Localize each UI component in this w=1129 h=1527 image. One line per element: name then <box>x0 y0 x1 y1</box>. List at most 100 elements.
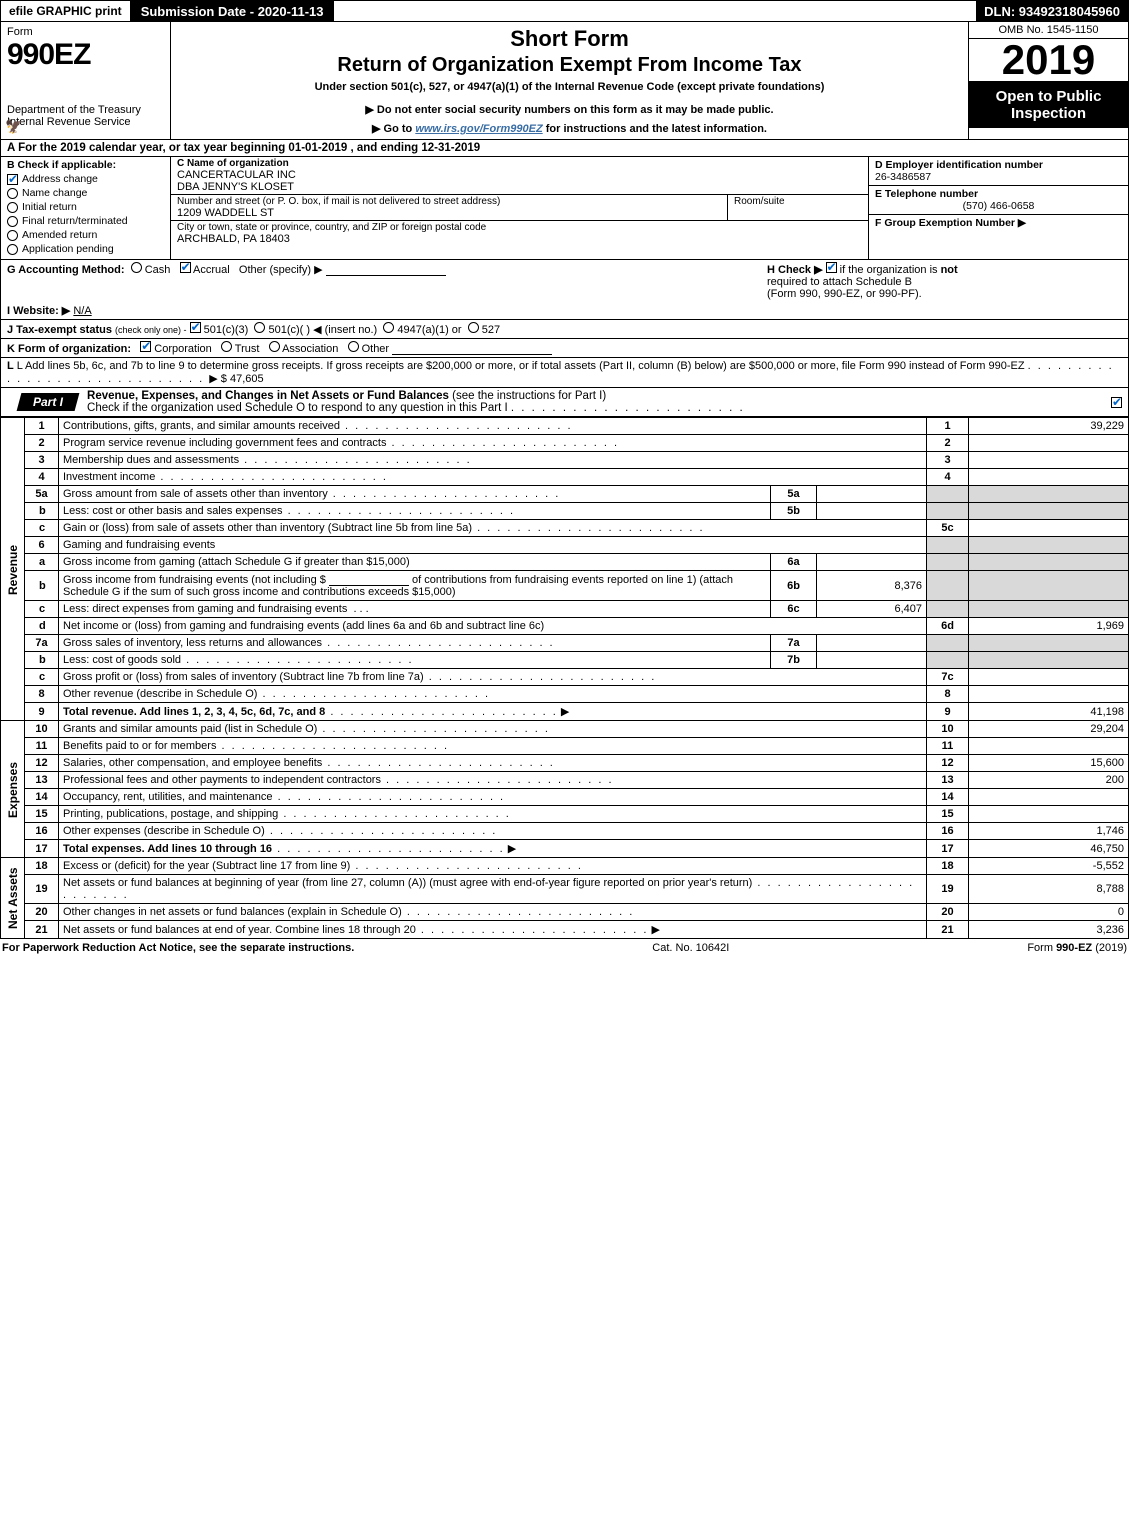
line-3: 3 Membership dues and assessments 3 <box>1 452 1129 469</box>
section-def: D Employer identification number 26-3486… <box>868 157 1128 259</box>
radio-icon[interactable] <box>7 202 18 213</box>
radio-4947[interactable] <box>383 322 394 333</box>
radio-trust[interactable] <box>221 341 232 352</box>
checkbox-accrual[interactable] <box>180 262 191 273</box>
line-14: 14Occupancy, rent, utilities, and mainte… <box>1 789 1129 806</box>
efile-print-button[interactable]: efile GRAPHIC print <box>1 1 131 21</box>
line-6c: c Less: direct expenses from gaming and … <box>1 601 1129 618</box>
section-k: K Form of organization: Corporation Trus… <box>0 339 1129 358</box>
radio-other-org[interactable] <box>348 341 359 352</box>
irs-link[interactable]: www.irs.gov/Form990EZ <box>415 123 542 135</box>
chk-initial-return[interactable]: Initial return <box>7 201 164 213</box>
line-8: 8 Other revenue (describe in Schedule O)… <box>1 686 1129 703</box>
form-number: 990EZ <box>7 38 164 72</box>
ssn-warning: ▶ Do not enter social security numbers o… <box>181 103 958 116</box>
radio-association[interactable] <box>269 341 280 352</box>
checkbox-501c3[interactable] <box>190 322 201 333</box>
part-i-table: Revenue 1 Contributions, gifts, grants, … <box>0 417 1129 939</box>
line-6b: b Gross income from fundraising events (… <box>1 571 1129 601</box>
radio-cash[interactable] <box>131 262 142 273</box>
amt-13: 200 <box>969 772 1129 789</box>
footer-left: For Paperwork Reduction Act Notice, see … <box>2 942 354 954</box>
line-7b: b Less: cost of goods sold 7b <box>1 652 1129 669</box>
line-15: 15Printing, publications, postage, and s… <box>1 806 1129 823</box>
checkbox-h[interactable] <box>826 262 837 273</box>
checkbox-corporation[interactable] <box>140 341 151 352</box>
chk-name-change[interactable]: Name change <box>7 187 164 199</box>
goto-pre: ▶ Go to <box>372 123 415 135</box>
radio-501c[interactable] <box>254 322 265 333</box>
radio-527[interactable] <box>468 322 479 333</box>
line-10: Expenses 10 Grants and similar amounts p… <box>1 721 1129 738</box>
section-h: H Check ▶ if the organization is not req… <box>767 262 1122 300</box>
city-label: City or town, state or province, country… <box>177 222 862 233</box>
amt-9: 41,198 <box>969 703 1129 721</box>
amt-17: 46,750 <box>969 840 1129 858</box>
i-label: I Website: ▶ <box>7 305 70 317</box>
entity-block: B Check if applicable: Address change Na… <box>0 157 1129 260</box>
line-4: 4 Investment income 4 <box>1 469 1129 486</box>
k-other-input[interactable] <box>392 342 552 355</box>
goto-line: ▶ Go to www.irs.gov/Form990EZ for instru… <box>181 122 958 135</box>
page-footer: For Paperwork Reduction Act Notice, see … <box>0 939 1129 957</box>
chk-application-pending[interactable]: Application pending <box>7 243 164 255</box>
section-b-heading: B Check if applicable: <box>7 159 164 171</box>
line-5a: 5a Gross amount from sale of assets othe… <box>1 486 1129 503</box>
section-b: B Check if applicable: Address change Na… <box>1 157 171 259</box>
amt-12: 15,600 <box>969 755 1129 772</box>
dept-treasury: Department of the Treasury <box>7 104 164 116</box>
checkbox-schedule-o[interactable] <box>1111 397 1122 408</box>
line-5c: c Gain or (loss) from sale of assets oth… <box>1 520 1129 537</box>
section-gh: G Accounting Method: Cash Accrual Other … <box>0 260 1129 339</box>
amt-19: 8,788 <box>969 875 1129 904</box>
line-6a: a Gross income from gaming (attach Sched… <box>1 554 1129 571</box>
g-other-input[interactable] <box>326 263 446 276</box>
amt-6b: 8,376 <box>817 571 927 601</box>
amt-10: 29,204 <box>969 721 1129 738</box>
street-label: Number and street (or P. O. box, if mail… <box>177 196 721 207</box>
line-1: Revenue 1 Contributions, gifts, grants, … <box>1 418 1129 435</box>
line-6: 6 Gaming and fundraising events <box>1 537 1129 554</box>
6b-contrib-input[interactable] <box>329 573 409 586</box>
line-12: 12Salaries, other compensation, and empl… <box>1 755 1129 772</box>
line-20: 20Other changes in net assets or fund ba… <box>1 904 1129 921</box>
radio-icon[interactable] <box>7 230 18 241</box>
line-13: 13Professional fees and other payments t… <box>1 772 1129 789</box>
line-16: 16Other expenses (describe in Schedule O… <box>1 823 1129 840</box>
dept-irs: Internal Revenue Service <box>7 116 164 128</box>
section-a-taxyear: A For the 2019 calendar year, or tax yea… <box>0 140 1129 157</box>
chk-final-return[interactable]: Final return/terminated <box>7 215 164 227</box>
line-6d: d Net income or (loss) from gaming and f… <box>1 618 1129 635</box>
irs-eagle-icon: 🦅 <box>5 118 22 135</box>
title-return: Return of Organization Exempt From Incom… <box>181 54 958 77</box>
radio-icon[interactable] <box>7 188 18 199</box>
line-17: 17Total expenses. Add lines 10 through 1… <box>1 840 1129 858</box>
goto-post: for instructions and the latest informat… <box>543 123 767 135</box>
section-c: C Name of organization CANCERTACULAR INC… <box>171 157 868 259</box>
side-label-expenses: Expenses <box>1 721 25 858</box>
tax-year-large: 2019 <box>969 39 1128 82</box>
footer-right: Form 990-EZ (2019) <box>1027 942 1127 954</box>
radio-icon[interactable] <box>7 244 18 255</box>
amt-6d: 1,969 <box>969 618 1129 635</box>
radio-icon[interactable] <box>7 216 18 227</box>
checkbox-icon[interactable] <box>7 174 18 185</box>
chk-address-change[interactable]: Address change <box>7 173 164 185</box>
line-18: Net Assets 18 Excess or (deficit) for th… <box>1 858 1129 875</box>
d-ein-value: 26-3486587 <box>875 171 1122 183</box>
chk-amended-return[interactable]: Amended return <box>7 229 164 241</box>
line-2: 2 Program service revenue including gove… <box>1 435 1129 452</box>
org-name-2: DBA JENNY'S KLOSET <box>177 181 862 193</box>
line-19: 19Net assets or fund balances at beginni… <box>1 875 1129 904</box>
amt-18: -5,552 <box>969 858 1129 875</box>
i-website-value: N/A <box>73 305 91 317</box>
side-label-revenue: Revenue <box>1 418 25 721</box>
amt-21: 3,236 <box>969 921 1129 939</box>
dln-label: DLN: 93492318045960 <box>976 1 1128 21</box>
amt-20: 0 <box>969 904 1129 921</box>
form-meta-box: OMB No. 1545-1150 2019 Open to Public In… <box>968 22 1128 139</box>
top-bar: efile GRAPHIC print Submission Date - 20… <box>0 0 1129 22</box>
subtitle: Under section 501(c), 527, or 4947(a)(1)… <box>181 81 958 93</box>
form-id-box: Form 990EZ 🦅 Department of the Treasury … <box>1 22 171 139</box>
part-i-header: Part I Revenue, Expenses, and Changes in… <box>0 388 1129 417</box>
